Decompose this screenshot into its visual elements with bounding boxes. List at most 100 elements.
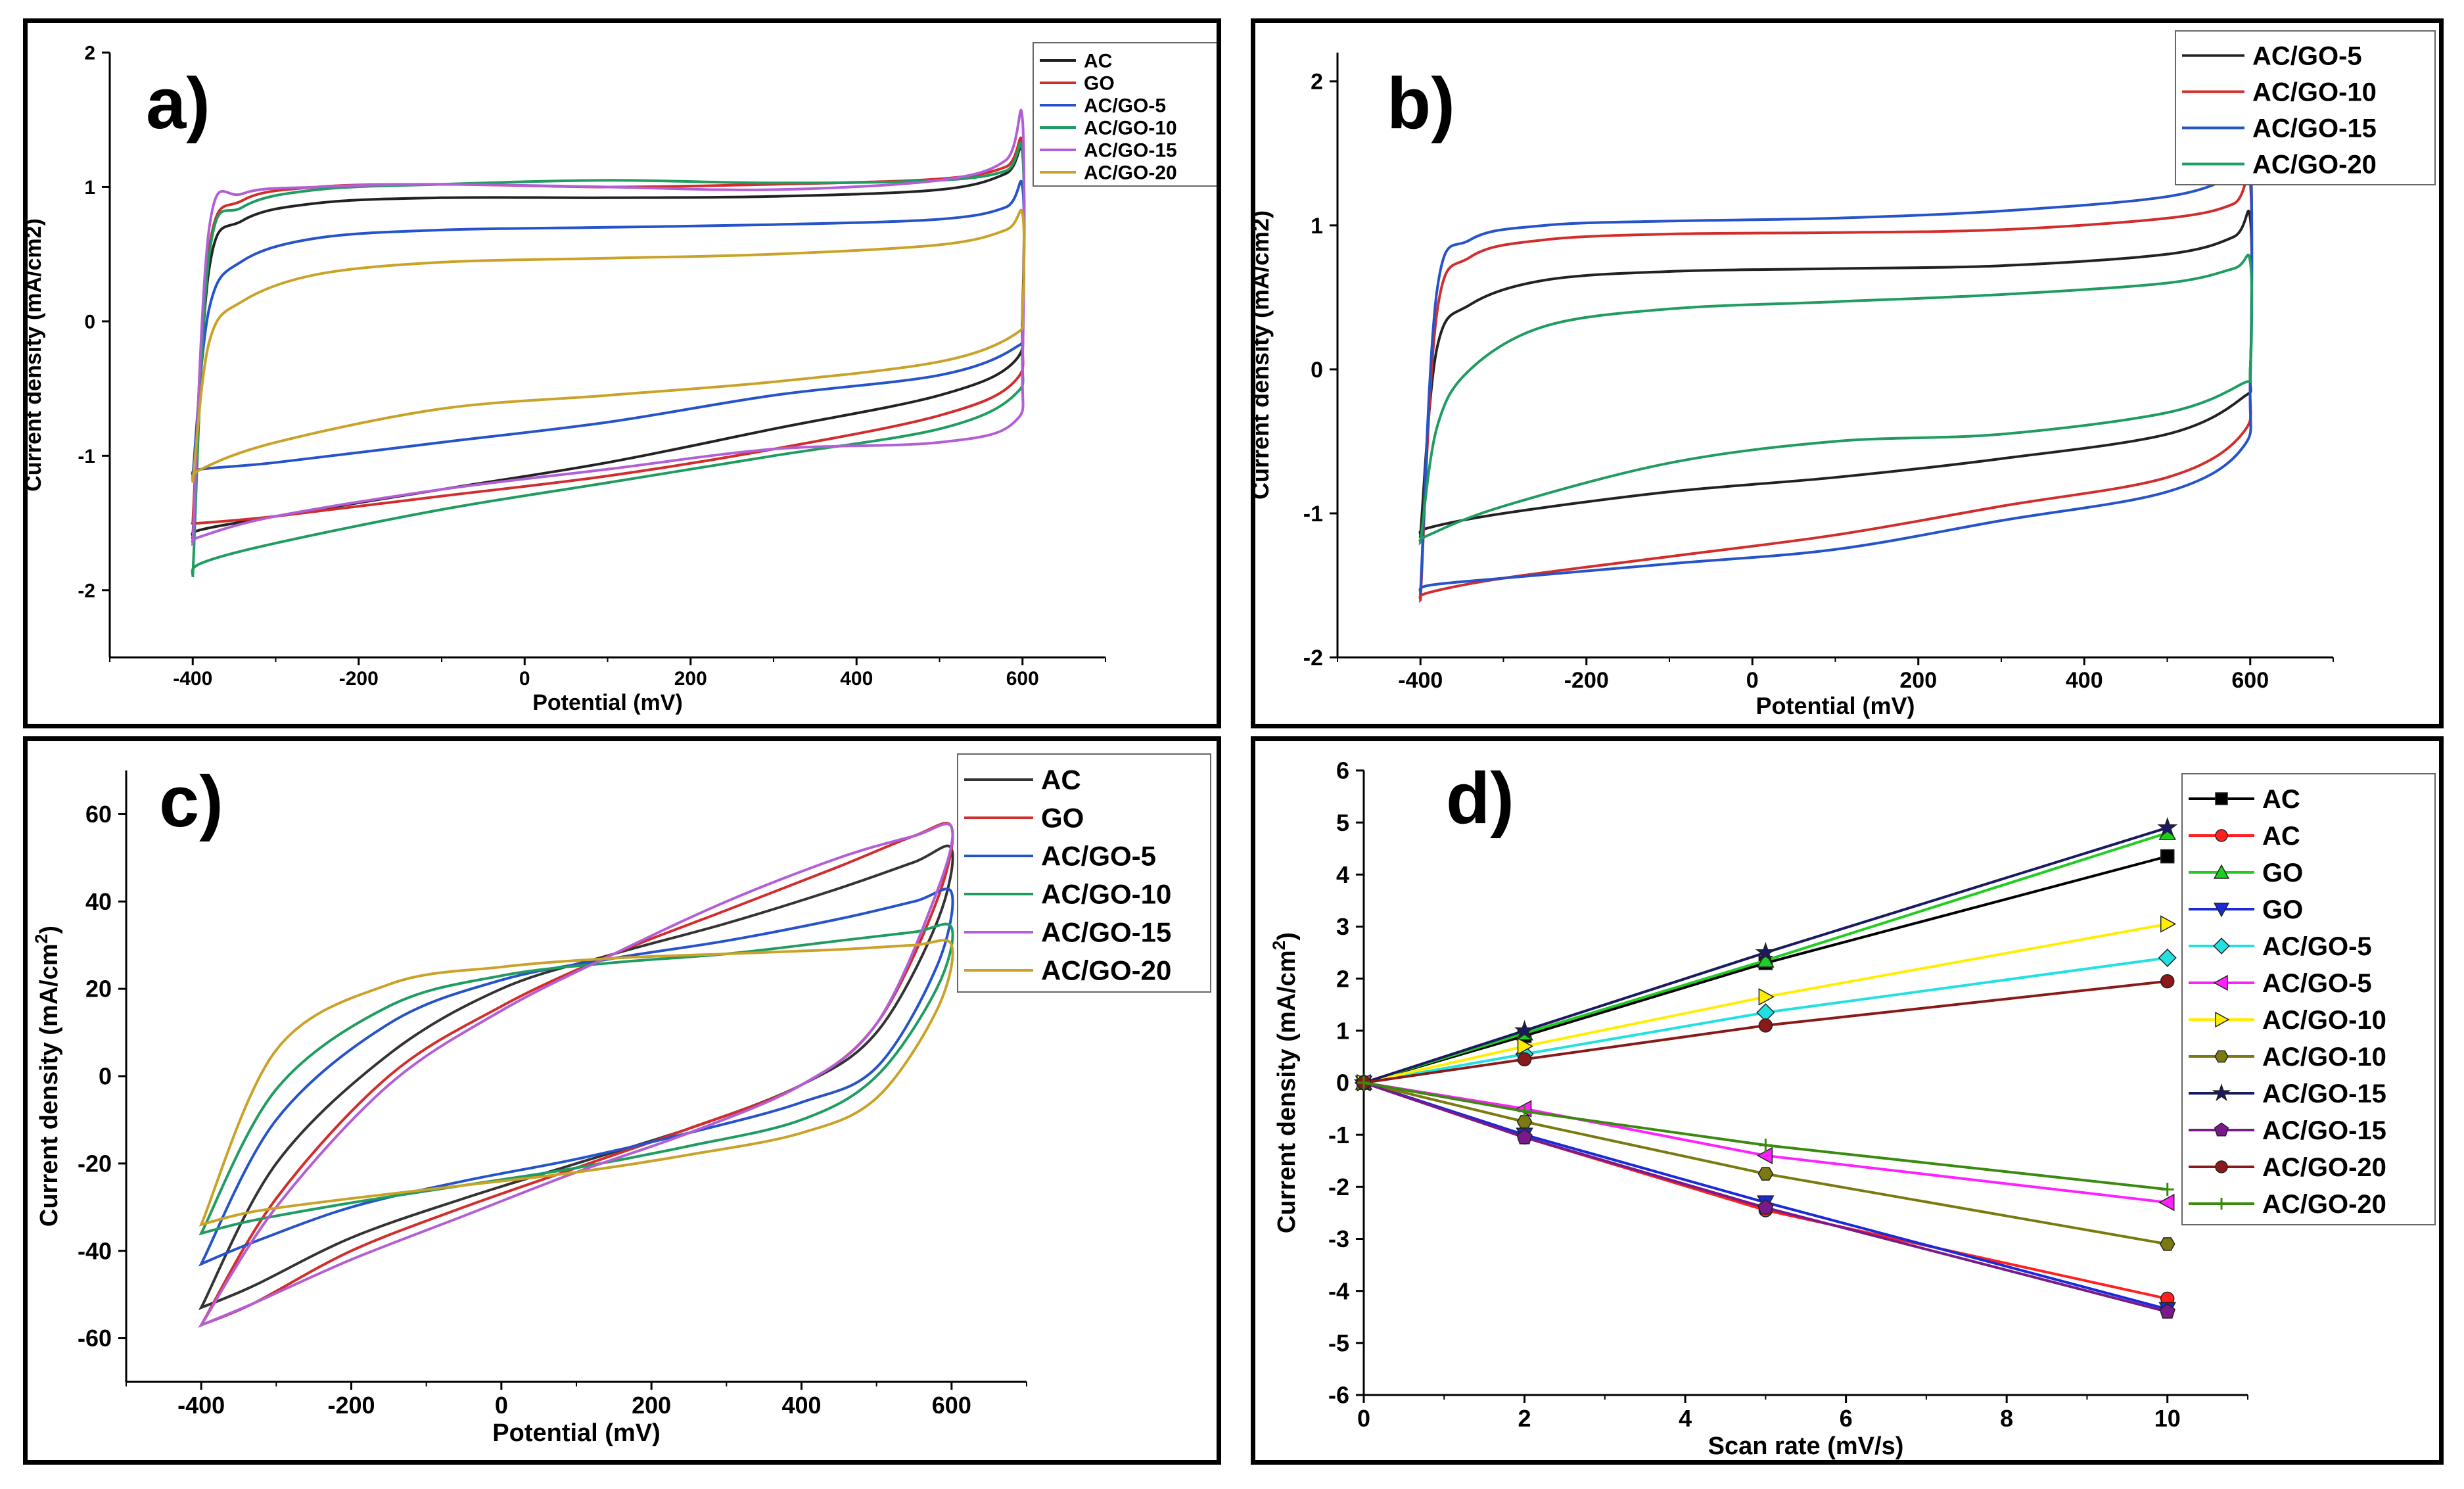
data-point-d-6-3 — [2160, 915, 2177, 933]
series-line-c-0 — [198, 844, 954, 1311]
data-point-d-11-0 — [1357, 1076, 1370, 1089]
series-line-c-2 — [198, 887, 954, 1267]
legend-box-c — [957, 753, 1211, 993]
series-line-d-8 — [1363, 826, 2168, 1084]
data-point-d-4-3 — [2158, 948, 2177, 968]
panel-a: -400 -200 0 200 400 600 -2 -1 0 1 2 Potential (mV) C… — [23, 18, 1221, 728]
data-point-d-11-3 — [2160, 1183, 2174, 1196]
legend-label: AC/GO-10 — [1041, 879, 1171, 910]
panel-b: -400 -200 0 200 400 600 -2 -1 0 1 2 Potential (mV) C… — [1251, 18, 2444, 728]
data-point-d-6-1 — [1517, 1037, 1534, 1055]
series-line-a-2 — [191, 179, 1026, 479]
panel-label-d: d) — [1446, 758, 1514, 839]
series-line-c-5 — [198, 939, 954, 1227]
data-point-d-8-1 — [1514, 1020, 1535, 1040]
x-axis-label: Scan rate (mV/s) — [1708, 1432, 1904, 1460]
data-point-d-10-3 — [2160, 974, 2175, 989]
y-tick-label: -5 — [1328, 1329, 1349, 1356]
legend-label: AC/GO-10 — [1084, 118, 1177, 139]
x-tick-label: 200 — [632, 1392, 671, 1419]
data-point-d-8-3 — [2157, 816, 2178, 837]
legend-marker — [2215, 792, 2228, 805]
y-tick-label: 4 — [1336, 861, 1349, 888]
legend-label: AC — [2262, 822, 2300, 851]
legend-marker — [2215, 1160, 2228, 1173]
series-line-d-1 — [1363, 1081, 2168, 1300]
y-axis-label-end: ) — [35, 926, 63, 934]
y-tick-label: 20 — [85, 976, 112, 1003]
x-tick-label: 600 — [1006, 668, 1039, 690]
series-line-b-0 — [1418, 210, 2254, 538]
legend-label: AC/GO-20 — [1084, 162, 1177, 184]
series-line-a-5 — [191, 208, 1026, 484]
y-tick-label: 40 — [85, 888, 112, 915]
panel-label-b: b) — [1387, 63, 1455, 144]
legend-label: AC/GO-5 — [1084, 95, 1166, 117]
legend-marker — [2213, 864, 2230, 879]
y-tick-label: -40 — [78, 1237, 112, 1264]
y-axis-label: Current density (mA/cm2) — [32, 926, 63, 1227]
y-tick-label: -2 — [1328, 1173, 1349, 1200]
legend-label: AC/GO-20 — [2262, 1153, 2386, 1182]
x-tick-label: 8 — [2000, 1405, 2013, 1432]
legend-label: AC — [1041, 765, 1081, 795]
legend-marker — [2214, 1050, 2229, 1063]
legend-marker — [2212, 1083, 2231, 1102]
legend-marker — [2215, 1011, 2230, 1028]
series-line-d-11 — [1363, 1081, 2168, 1191]
series-line-b-3 — [1418, 253, 2254, 546]
panel-c: -400 -200 0 200 400 600 -60 -40 -20 0 20 40 60 Potent… — [23, 736, 1221, 1465]
series-group-d — [1353, 816, 2178, 1319]
y-tick-label: -20 — [78, 1150, 112, 1177]
data-point-d-9-2 — [1757, 1199, 1774, 1215]
legend-box-a — [1033, 42, 1217, 187]
legend-marker — [2216, 1198, 2227, 1210]
data-point-d-2-2 — [1757, 951, 1775, 968]
x-tick-label: 600 — [2231, 668, 2269, 693]
data-point-d-11-2 — [1759, 1139, 1773, 1152]
legend-label: AC/GO-20 — [2252, 151, 2377, 179]
y-tick-label: 1 — [1311, 214, 1323, 239]
x-tick-label: -400 — [173, 668, 212, 690]
y-tick-label: 0 — [1336, 1070, 1349, 1097]
data-point-d-11-1 — [1518, 1104, 1531, 1118]
panel-label-c: c) — [159, 761, 223, 842]
x-axis-label: Potential (mV) — [532, 690, 683, 715]
x-tick-label: 0 — [1357, 1405, 1370, 1432]
y-tick-label: -1 — [78, 446, 95, 467]
x-tick-label: -200 — [1564, 668, 1609, 693]
y-axis-label-end: ) — [1273, 932, 1301, 941]
data-point-d-10-1 — [1517, 1052, 1532, 1067]
data-point-d-6-2 — [1758, 988, 1775, 1006]
data-point-d-8-2 — [1755, 941, 1776, 962]
data-point-d-5-3 — [2158, 1193, 2175, 1212]
y-axis-label: Current density (mA/cm2) — [1255, 210, 1274, 500]
x-tick-label: 6 — [1840, 1405, 1853, 1432]
legend-label: AC — [2262, 785, 2300, 814]
x-tick-label: -200 — [339, 668, 379, 690]
legend-label: AC/GO-5 — [2262, 932, 2372, 961]
legend-label: AC/GO-15 — [2252, 114, 2377, 143]
x-axis-label: Potential (mV) — [1755, 692, 1915, 719]
x-tick-label: 0 — [495, 1392, 508, 1419]
y-tick-label: -3 — [1328, 1225, 1349, 1252]
legend-label: AC/GO-5 — [2252, 42, 2362, 71]
legend-label: GO — [1041, 803, 1084, 834]
legend-label: AC/GO-15 — [2262, 1079, 2386, 1108]
chart-b-svg: -400 -200 0 200 400 600 -2 -1 0 1 2 Potential (mV) C… — [1255, 30, 2436, 719]
legend-label: AC/GO-10 — [2252, 78, 2377, 107]
data-point-d-7-2 — [1757, 1167, 1774, 1181]
y-tick-label: -2 — [78, 580, 95, 602]
legend-label: AC/GO-5 — [1041, 841, 1156, 872]
series-line-a-3 — [191, 141, 1026, 578]
panel-d: 0 2 4 6 8 10 -6 -5 -4 -3 -2 -1 0 1 2 3 4 5 6 Scan rate (mV/… — [1251, 736, 2444, 1465]
data-point-d-9-3 — [2159, 1303, 2176, 1319]
legend-label: AC/GO-15 — [2262, 1116, 2386, 1145]
legend-label: AC/GO-10 — [2262, 1006, 2386, 1035]
legend-label: GO — [2262, 859, 2303, 887]
y-tick-label: 2 — [1311, 70, 1323, 95]
legend-label: GO — [2262, 895, 2303, 924]
x-tick-label: 4 — [1679, 1405, 1692, 1432]
series-group-a — [191, 108, 1026, 578]
